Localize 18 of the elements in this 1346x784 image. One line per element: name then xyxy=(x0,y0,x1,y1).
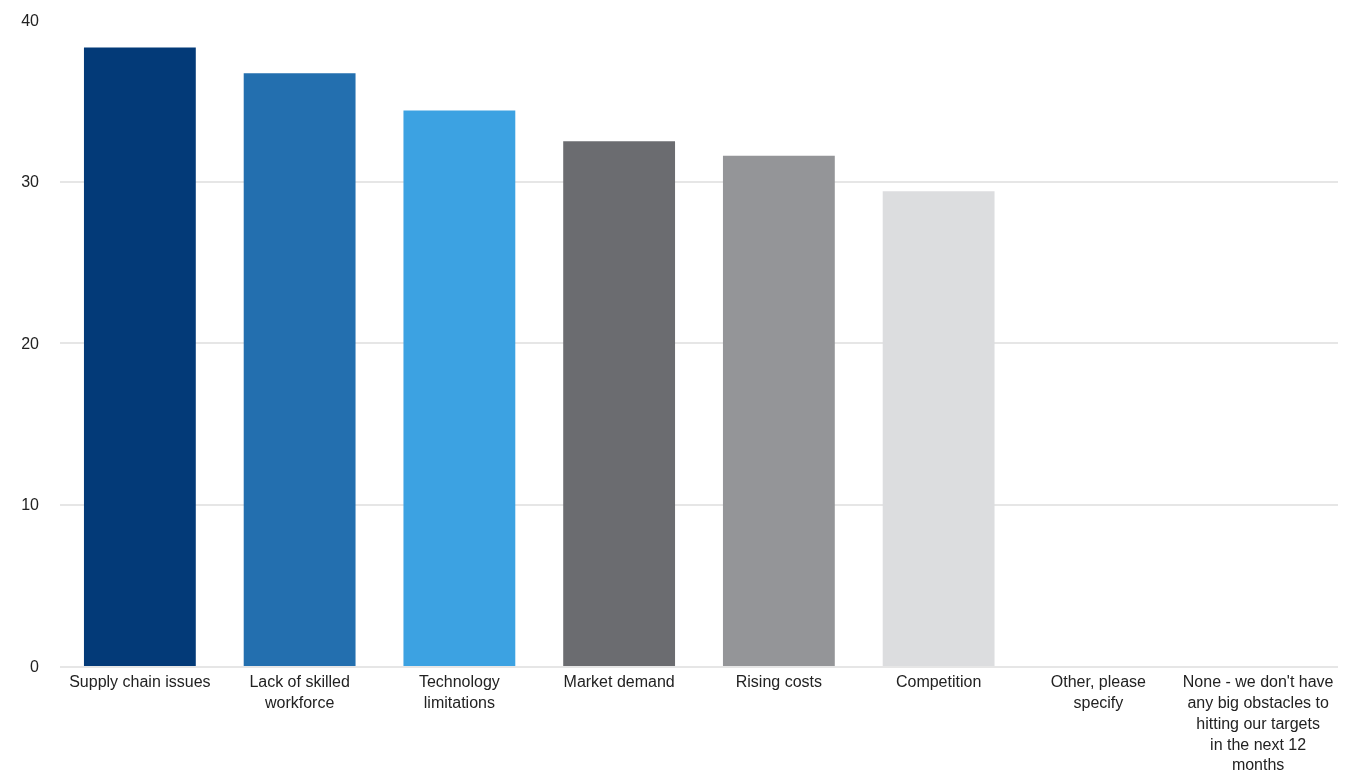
x-tick-label: Lack of skilled workforce xyxy=(249,673,350,711)
x-tick-label: Market demand xyxy=(563,673,675,691)
y-tick-label: 30 xyxy=(21,173,40,191)
x-tick-label: Competition xyxy=(895,673,982,691)
x-tick-label: Rising costs xyxy=(735,673,823,691)
bar xyxy=(403,110,516,666)
y-tick-label: 0 xyxy=(30,657,40,675)
x-tick-label: Other, please specify xyxy=(1050,673,1147,711)
x-tick-label: None - we don't have any big obstacles to hitting our targets in the next 12 months xyxy=(1182,673,1334,774)
bar xyxy=(563,141,676,666)
bar xyxy=(243,73,356,666)
x-tick-label: Technology limitations xyxy=(418,673,500,711)
y-tick-label: 40 xyxy=(21,11,40,29)
bar xyxy=(83,47,196,666)
y-tick-label: 10 xyxy=(21,496,40,514)
bar xyxy=(722,155,835,666)
y-tick-label: 20 xyxy=(21,334,40,352)
x-tick-label: Supply chain issues xyxy=(69,673,211,691)
